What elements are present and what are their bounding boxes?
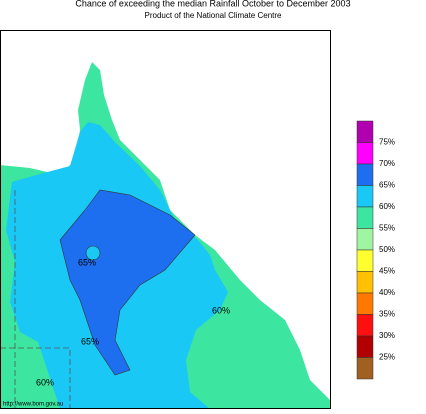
legend-swatch — [356, 357, 374, 380]
legend-label: 75% — [379, 138, 395, 147]
legend-label: 60% — [379, 202, 395, 211]
legend-swatch — [356, 292, 374, 315]
legend-label: 35% — [379, 310, 395, 319]
legend-swatch — [356, 228, 374, 251]
legend-swatch — [356, 163, 374, 186]
legend-label: 30% — [379, 331, 395, 340]
legend-swatch — [356, 206, 374, 229]
legend-swatch — [356, 185, 374, 208]
subtitle: Product of the National Climate Centre — [145, 11, 283, 20]
legend-label: 40% — [379, 288, 395, 297]
region-blue — [59, 189, 196, 376]
legend-label: 45% — [379, 267, 395, 276]
legend-label: 50% — [379, 245, 395, 254]
map: 65% 65% 60% 60% http://www.bom.gov.au — [0, 30, 331, 409]
source-url: http://www.bom.gov.au — [3, 402, 63, 408]
region-cyan-hole — [85, 245, 101, 261]
legend-label: 65% — [379, 181, 395, 190]
legend-swatch — [356, 271, 374, 294]
legend-label: 25% — [379, 353, 395, 362]
legend-label: 70% — [379, 159, 395, 168]
contour-label: 60% — [36, 377, 54, 387]
legend-swatch — [356, 314, 374, 337]
contour-label: 65% — [78, 257, 96, 267]
title: Chance of exceeding the median Rainfall … — [75, 0, 350, 8]
legend-swatch — [356, 335, 374, 358]
legend-swatch — [356, 120, 374, 143]
legend-label: 55% — [379, 224, 395, 233]
contour-label: 60% — [212, 305, 230, 315]
legend-swatch — [356, 142, 374, 165]
state-border — [0, 190, 71, 409]
legend: 75% 70% 65% 60% 55% 50% 45% 40% 35% 30% 25% — [356, 120, 395, 380]
legend-swatch — [356, 249, 374, 272]
contour-label: 65% — [81, 336, 99, 346]
